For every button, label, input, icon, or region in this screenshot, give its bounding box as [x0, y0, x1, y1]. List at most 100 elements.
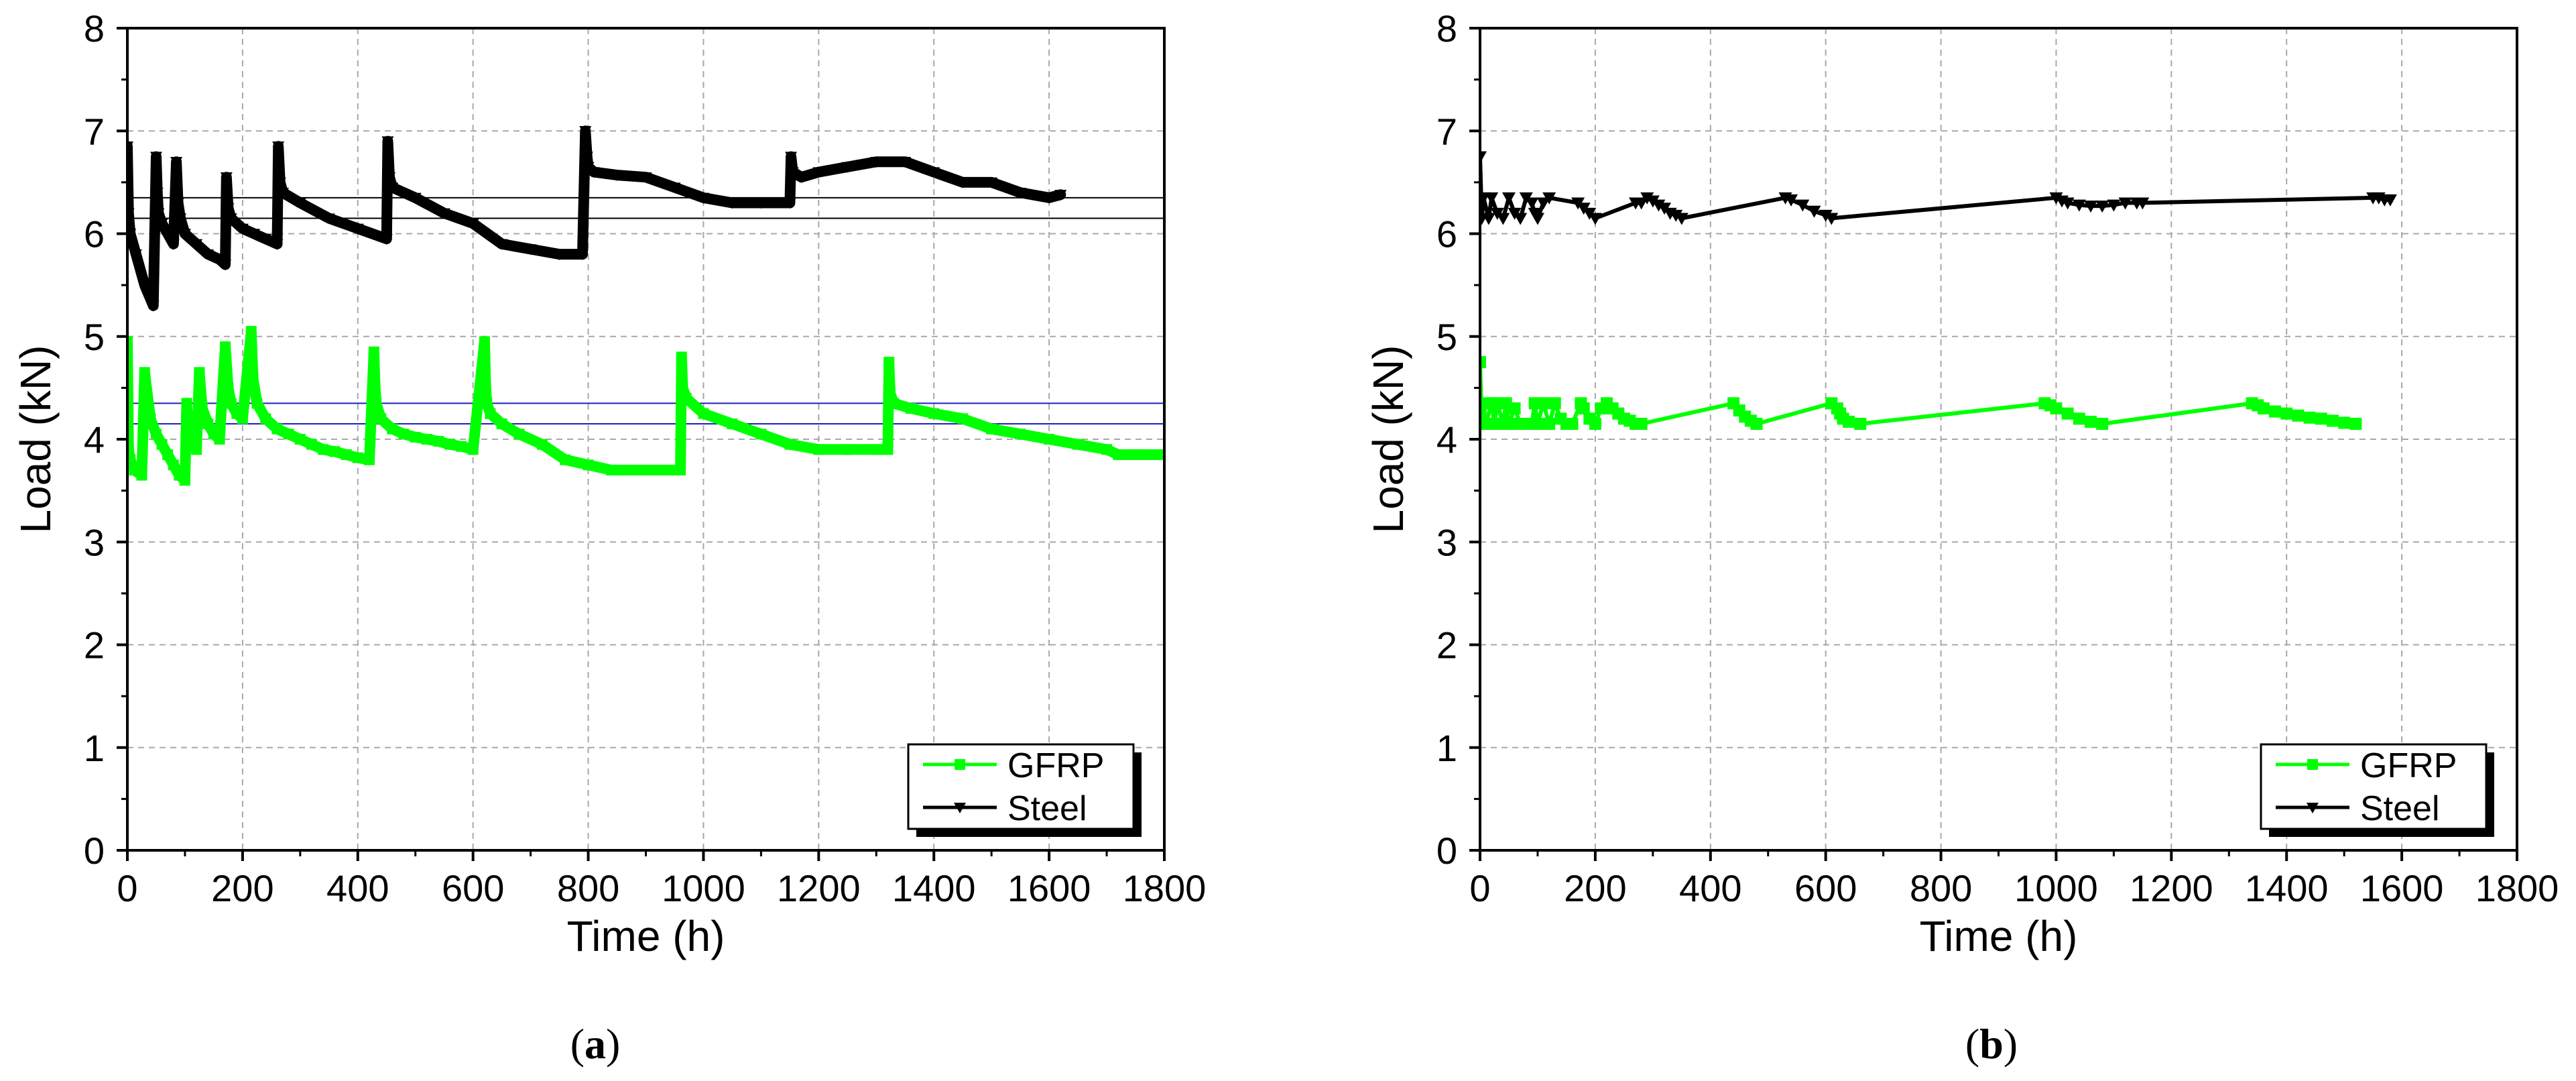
point-a-gfrp-42: [371, 398, 382, 409]
point-a-gfrp-52: [479, 336, 490, 347]
point-a-gfrp-13: [181, 398, 192, 409]
y-tick-label-a-1: 1: [84, 727, 105, 769]
point-b-gfrp-61: [2349, 418, 2362, 431]
point-a-gfrp-18: [196, 403, 208, 414]
point-b-gfrp-22: [1577, 402, 1590, 415]
x-tick-label-b-800: 800: [1910, 867, 1972, 909]
legend-b: GFRP Steel: [2260, 743, 2494, 837]
point-a-gfrp-0: [127, 336, 133, 347]
point-a-gfrp-70: [755, 429, 767, 440]
x-tick-label-b-1600: 1600: [2360, 867, 2444, 909]
y-tick-label-b-1: 1: [1436, 727, 1457, 769]
point-a-gfrp-82: [986, 423, 997, 435]
point-a-gfrp-83: [1015, 429, 1026, 440]
legend-marker-b-steel: [2307, 803, 2319, 813]
point-a-gfrp-63: [652, 464, 663, 475]
point-a-gfrp-5: [139, 367, 150, 378]
point-b-gfrp-47: [2061, 407, 2074, 420]
point-a-steel-25: [259, 233, 272, 245]
point-a-gfrp-59: [560, 454, 571, 465]
point-a-steel-26: [271, 239, 284, 250]
point-b-gfrp-54: [2269, 405, 2282, 418]
point-a-gfrp-38: [352, 452, 363, 463]
point-b-steel-22: [1640, 192, 1654, 205]
point-a-gfrp-86: [1101, 444, 1113, 455]
point-a-gfrp-29: [251, 398, 263, 409]
point-a-steel-51: [697, 192, 710, 204]
point-a-gfrp-68: [698, 408, 709, 419]
point-a-steel-13: [172, 198, 184, 209]
point-a-steel-21: [222, 203, 235, 215]
panel-label-b: (b): [1965, 1020, 2018, 1068]
point-a-steel-35: [383, 172, 396, 184]
panel-a: 0 200 400 600 800 1000 1200 1400 1600 1800 0 1 2 3 4 5 6…: [11, 7, 1206, 960]
point-b-steel-42: [2118, 197, 2132, 210]
x-tick-label-b-1400: 1400: [2245, 867, 2329, 909]
point-a-steel-29: [277, 188, 290, 199]
point-a-gfrp-1: [127, 444, 134, 455]
point-a-gfrp-81: [957, 413, 969, 424]
x-tick-label-a-1600: 1600: [1007, 867, 1091, 909]
point-b-steel-24: [1652, 199, 1666, 212]
point-a-steel-22: [225, 213, 237, 225]
point-b-steel-15: [1542, 192, 1556, 205]
point-a-gfrp-77: [884, 388, 896, 399]
x-tick-label-a-1400: 1400: [892, 867, 976, 909]
point-a-gfrp-7: [150, 429, 162, 440]
point-b-steel-19: [1588, 213, 1602, 225]
point-b-steel-3: [1481, 213, 1495, 225]
series-line-b-gfrp: [1480, 360, 2358, 426]
point-b-gfrp-24: [1589, 418, 1601, 431]
point-a-steel-53: [755, 198, 768, 209]
point-a-steel-56: [786, 167, 799, 178]
panel-label-a: (a): [570, 1020, 621, 1068]
point-a-steel-20: [220, 172, 233, 184]
x-tick-label-b-1000: 1000: [2014, 867, 2098, 909]
point-a-steel-47: [588, 167, 601, 178]
panel-b: 0 200 400 600 800 1000 1200 1400 1600 1800 0 1 2 3 4 5 6…: [1364, 7, 2559, 960]
y-tick-label-b-8: 8: [1436, 7, 1457, 50]
point-a-steel-28: [273, 177, 286, 188]
point-a-gfrp-19: [202, 418, 214, 430]
point-a-steel-36: [386, 182, 399, 194]
point-b-steel-48: [2383, 194, 2397, 207]
point-a-gfrp-35: [318, 444, 329, 455]
point-b-gfrp-57: [2303, 411, 2316, 424]
point-a-steel-2: [127, 229, 137, 240]
point-a-gfrp-17: [194, 367, 205, 378]
point-a-steel-50: [668, 182, 681, 194]
point-a-steel-4: [138, 280, 151, 292]
x-tick-label-b-600: 600: [1794, 867, 1857, 909]
point-a-steel-37: [409, 192, 422, 204]
point-a-gfrp-50: [456, 441, 467, 452]
point-a-gfrp-21: [214, 434, 225, 445]
point-b-gfrp-9: [1502, 418, 1515, 431]
plot-area-b: [1480, 151, 2397, 431]
point-a-gfrp-47: [421, 434, 432, 445]
point-a-steel-33: [380, 233, 393, 245]
point-b-steel-37: [2061, 197, 2075, 210]
y-tick-label-b-0: 0: [1436, 830, 1457, 872]
point-a-gfrp-43: [375, 413, 387, 424]
point-b-steel-38: [2072, 199, 2086, 212]
point-b-steel-6: [1496, 213, 1510, 225]
point-b-gfrp-14: [1531, 418, 1544, 431]
point-a-steel-34: [381, 136, 394, 148]
y-axis-title-b: Load (kN): [1364, 345, 1412, 534]
point-b-steel-13: [1530, 213, 1544, 225]
point-a-gfrp-14: [183, 429, 194, 440]
point-b-steel-0: [1480, 151, 1487, 164]
y-tick-label-b-3: 3: [1436, 521, 1457, 563]
point-a-gfrp-54: [481, 398, 493, 409]
point-a-gfrp-41: [369, 382, 381, 394]
point-b-gfrp-10: [1508, 402, 1521, 415]
x-tick-label-b-400: 400: [1679, 867, 1741, 909]
point-a-steel-30: [294, 198, 306, 209]
x-tick-label-b-1200: 1200: [2130, 867, 2213, 909]
point-b-gfrp-11: [1514, 418, 1527, 431]
point-a-steel-63: [957, 177, 969, 188]
point-a-steel-17: [202, 249, 214, 261]
point-a-steel-44: [579, 126, 592, 137]
point-a-steel-19: [219, 260, 232, 271]
point-a-steel-40: [495, 239, 508, 250]
